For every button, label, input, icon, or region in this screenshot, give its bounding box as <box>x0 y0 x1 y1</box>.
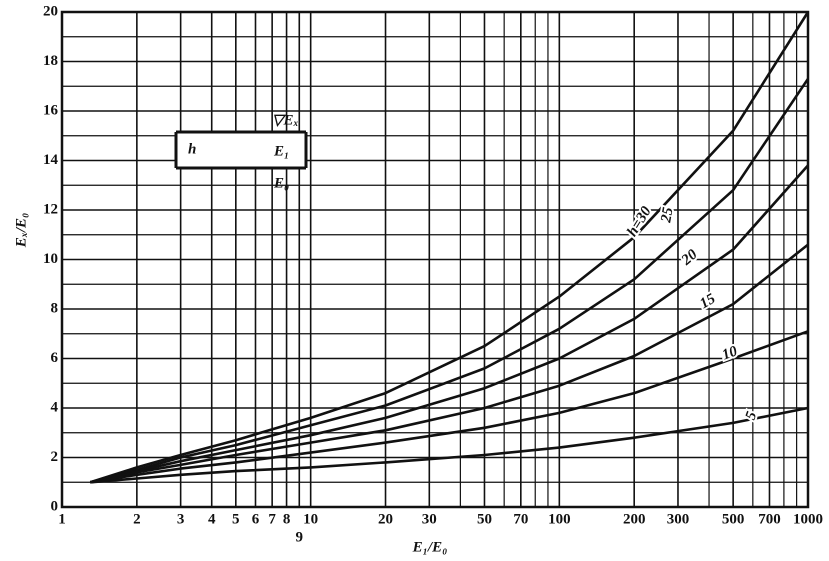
curve <box>89 78 810 484</box>
x-axis-label: E₁/E₀ <box>412 539 448 555</box>
curve <box>89 11 810 484</box>
curve <box>90 243 809 484</box>
inset-middle-label: E₁ <box>273 143 289 159</box>
x-tick-label: 300 <box>667 511 690 527</box>
y-tick-label: 16 <box>43 102 59 118</box>
inset-left-label: h <box>188 141 196 157</box>
inset-top-label: ▽Eₓ <box>272 112 299 128</box>
x-tick-label: 50 <box>477 511 492 527</box>
x-tick-label: 700 <box>758 511 781 527</box>
x-tick-label: 9 <box>296 529 304 545</box>
y-tick-label: 0 <box>51 498 59 514</box>
x-tick-label: 3 <box>177 511 185 527</box>
x-tick-label: 20 <box>378 511 393 527</box>
x-tick-label: 1 <box>58 511 66 527</box>
x-tick-label: 500 <box>722 511 745 527</box>
y-tick-label: 8 <box>51 300 59 316</box>
x-tick-label: 7 <box>268 511 276 527</box>
y-tick-label: 2 <box>51 449 59 465</box>
curve <box>90 406 809 484</box>
y-tick-label: 14 <box>43 152 59 168</box>
curve <box>89 164 809 484</box>
x-tick-label: 5 <box>232 511 240 527</box>
y-tick-label: 18 <box>43 53 58 69</box>
y-axis-label: Eₓ/E₀ <box>13 213 29 249</box>
curve <box>90 330 809 484</box>
inset-bottom-label: E₀ <box>273 175 289 191</box>
x-tick-label: 8 <box>283 511 291 527</box>
inset-diagram: ▽Eₓ h E₁ E₀ <box>174 112 308 191</box>
x-tick-label: 200 <box>623 511 646 527</box>
x-tick-label: 4 <box>208 511 216 527</box>
x-tick-label: 10 <box>303 511 318 527</box>
y-tick-label: 4 <box>51 399 59 415</box>
x-tick-label: 1000 <box>793 511 823 527</box>
x-tick-label: 2 <box>133 511 141 527</box>
x-tick-label: 100 <box>548 511 571 527</box>
x-tick-label: 30 <box>422 511 437 527</box>
y-tick-label: 10 <box>43 251 58 267</box>
curve-label: 25 <box>658 206 677 225</box>
inset-box <box>176 132 306 168</box>
y-tick-label: 6 <box>51 350 59 366</box>
plot-frame <box>60 10 810 509</box>
y-tick-label: 20 <box>43 3 58 19</box>
x-tick-label: 6 <box>252 511 260 527</box>
x-tick-label: 70 <box>513 511 528 527</box>
y-tick-label: 12 <box>43 201 58 217</box>
